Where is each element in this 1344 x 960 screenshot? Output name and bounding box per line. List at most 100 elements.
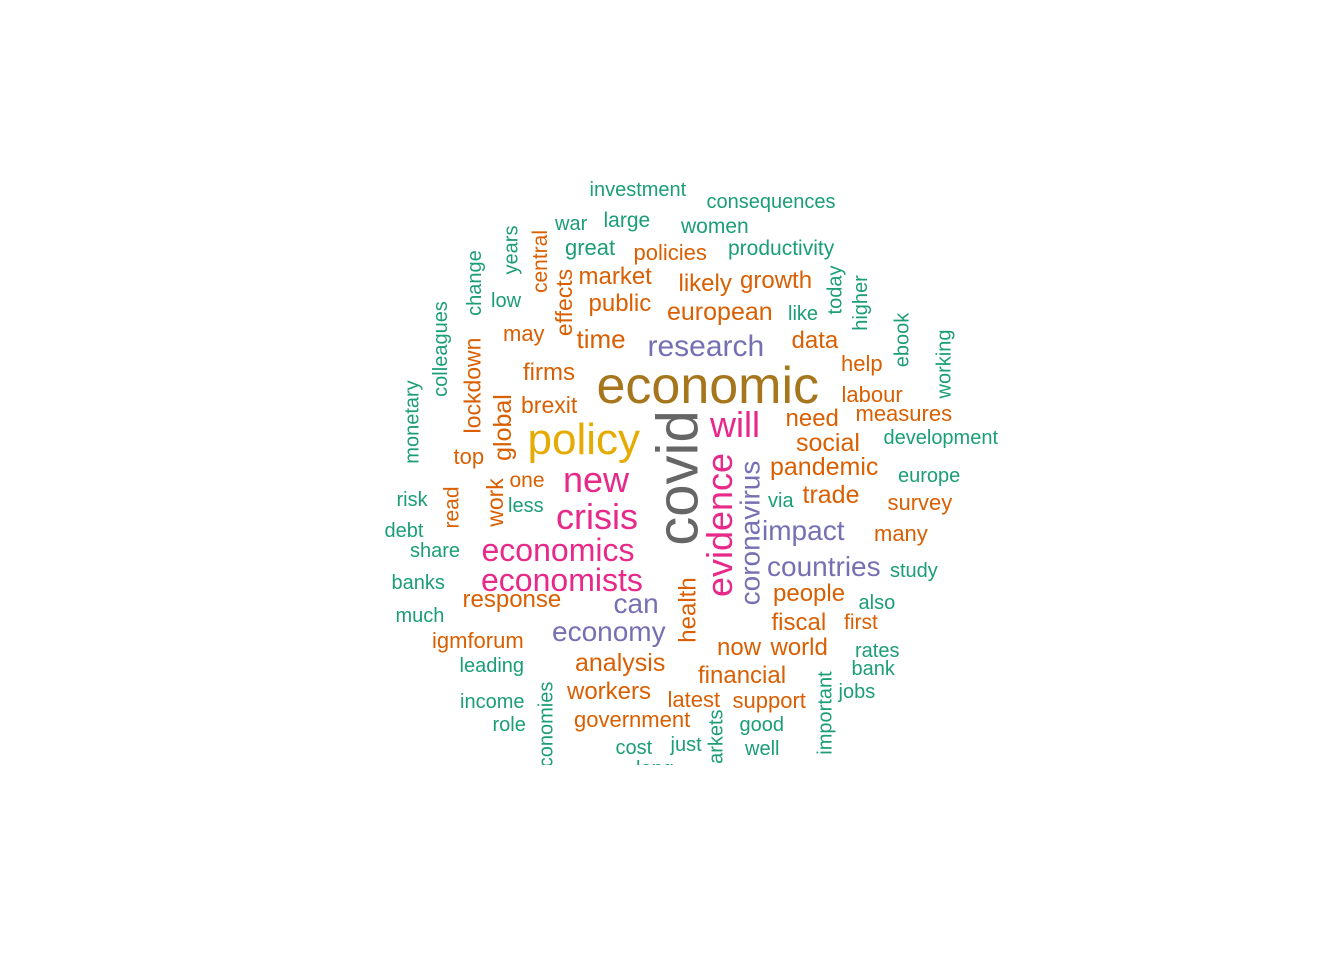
- word-first: first: [844, 610, 878, 634]
- word-income: income: [460, 691, 525, 713]
- word-women: women: [681, 214, 749, 238]
- word-war: war: [555, 213, 588, 235]
- word-colleagues: colleagues: [429, 301, 452, 397]
- word-will: will: [710, 404, 760, 445]
- word-measures: measures: [855, 401, 953, 426]
- word-important: important: [814, 671, 837, 755]
- word-global: global: [488, 393, 517, 461]
- word-europe: europe: [898, 465, 961, 487]
- word-help: help: [841, 351, 883, 376]
- word-policies: policies: [633, 240, 707, 265]
- word-productivity: productivity: [728, 236, 835, 260]
- word-investment: investment: [589, 179, 687, 201]
- word-coronavirus: coronavirus: [733, 460, 765, 606]
- word-role: role: [492, 714, 526, 736]
- word-development: development: [883, 427, 999, 449]
- word-people: people: [773, 580, 846, 607]
- word-european: european: [667, 297, 773, 326]
- word-world: world: [770, 634, 828, 661]
- word-ebook: ebook: [890, 312, 913, 368]
- word-impact: impact: [762, 515, 845, 546]
- word-brexit: brexit: [521, 391, 578, 418]
- word-study: study: [890, 560, 938, 582]
- word-long: long: [636, 759, 674, 765]
- word-government: government: [574, 707, 691, 732]
- word-many: many: [874, 521, 928, 546]
- word-economics: economics: [481, 532, 635, 568]
- word-cloud: covid economic policy will evidence new crisis…: [384, 179, 999, 765]
- word-effects: effects: [550, 268, 577, 336]
- word-growth: growth: [740, 267, 813, 294]
- word-today: today: [823, 265, 846, 315]
- word-trade: trade: [802, 480, 860, 509]
- word-risk: risk: [396, 489, 428, 511]
- word-monetary: monetary: [401, 380, 424, 464]
- word-countries: countries: [767, 551, 881, 582]
- word-market: market: [578, 263, 652, 290]
- word-share: share: [410, 540, 461, 562]
- word-markets: markets: [705, 709, 728, 765]
- word-economies: economies: [534, 681, 557, 765]
- word-higher: higher: [849, 275, 872, 331]
- word-workers: workers: [567, 678, 652, 705]
- word-cost: cost: [615, 737, 653, 759]
- word-new: new: [563, 459, 630, 500]
- word-social: social: [796, 428, 860, 457]
- word-labour: labour: [841, 382, 903, 407]
- word-rates: rates: [855, 640, 900, 662]
- word-banks: banks: [391, 572, 445, 594]
- word-bank: bank: [851, 658, 895, 680]
- word-now: now: [717, 634, 762, 661]
- word-response: response: [462, 586, 562, 613]
- word-can: can: [613, 588, 659, 619]
- word-leading: leading: [459, 655, 525, 677]
- word-crisis: crisis: [556, 496, 638, 537]
- word-health: health: [674, 577, 702, 643]
- word-work: work: [481, 477, 508, 527]
- word-top: top: [453, 444, 485, 469]
- word-consequences: consequences: [706, 191, 836, 213]
- word-less: less: [508, 495, 544, 517]
- word-change: change: [463, 250, 486, 316]
- word-good: good: [739, 714, 785, 736]
- word-latest: latest: [667, 687, 721, 712]
- word-great: great: [565, 235, 616, 260]
- word-firms: firms: [523, 359, 575, 386]
- word-via: via: [768, 490, 794, 512]
- word-support: support: [732, 688, 806, 713]
- word-financial: financial: [698, 662, 787, 689]
- word-central: central: [528, 229, 552, 293]
- word-lockdown: lockdown: [459, 337, 486, 433]
- word-well: well: [745, 738, 780, 760]
- word-just: just: [670, 734, 702, 756]
- word-low: low: [491, 290, 522, 312]
- word-one: one: [509, 468, 545, 492]
- word-likely: likely: [678, 270, 732, 297]
- word-economic: economic: [596, 357, 820, 415]
- word-years: years: [499, 225, 522, 275]
- word-fiscal: fiscal: [771, 609, 827, 636]
- word-analysis: analysis: [575, 648, 666, 677]
- word-large: large: [603, 208, 651, 232]
- word-may: may: [503, 321, 545, 346]
- word-policy: policy: [527, 415, 641, 464]
- word-working: working: [932, 329, 955, 399]
- word-debt: debt: [384, 520, 424, 542]
- word-need: need: [785, 405, 839, 432]
- word-time: time: [576, 324, 626, 354]
- word-survey: survey: [887, 490, 953, 515]
- word-economy: economy: [552, 616, 666, 647]
- word-read: read: [440, 485, 464, 529]
- word-jobs: jobs: [838, 681, 876, 703]
- word-like: like: [788, 303, 819, 325]
- word-research: research: [647, 330, 765, 363]
- word-pandemic: pandemic: [770, 452, 879, 481]
- word-also: also: [858, 592, 896, 614]
- word-economists: economists: [481, 562, 643, 598]
- word-igmforum: igmforum: [432, 628, 524, 653]
- word-data: data: [791, 327, 839, 354]
- word-much: much: [395, 605, 445, 627]
- word-evidence: evidence: [699, 452, 741, 598]
- word-public: public: [588, 290, 652, 317]
